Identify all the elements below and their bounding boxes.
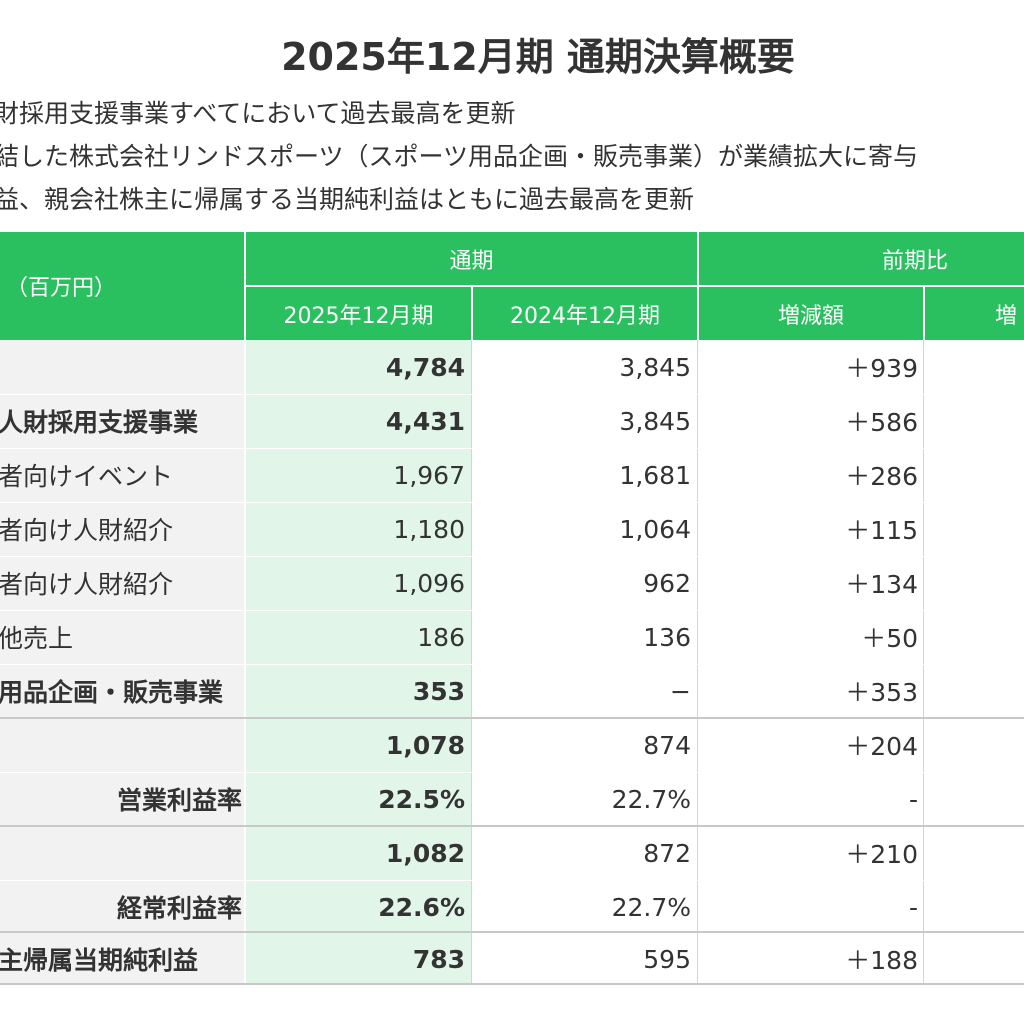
financial-summary-table: （百万円） 通期 前期比 2025年12月期 2024年12月期 増減額 増 4… [0,232,1024,985]
table-row: 1,082 872 ＋210 [0,826,1024,880]
difference-value: ＋134 [845,570,918,599]
table-row: 経常利益率 22.6% 22.7% - [0,880,1024,934]
row-label: 者向け人財紹介 [0,516,174,545]
rate-header: 増 [925,287,1024,340]
yoy-group-header: 前期比 [699,232,1024,285]
column-separator [923,340,924,985]
difference-value: - [908,892,918,922]
current-value: 186 [417,622,465,652]
previous-value: 872 [643,838,691,868]
difference-value: ＋204 [845,732,918,761]
row-label: 者向けイベント [0,462,174,491]
table-row: 4,784 3,845 ＋939 [0,340,1024,394]
row-separator [0,556,1024,557]
difference-value: ＋115 [845,516,918,545]
previous-value: − [670,676,691,706]
table-row: 人財採用支援事業 4,431 3,845 ＋586 [0,394,1024,448]
summary-bullets: 財採用支援事業すべてにおいて過去最高を更新 結した株式会社リンドスポーツ（スポー… [0,92,918,221]
table-row: 用品企画・販売事業 353 − ＋353 [0,664,1024,718]
current-value: 783 [412,944,465,974]
previous-value: 1,681 [619,460,691,490]
current-value: 22.6% [378,892,465,922]
row-label: 経常利益率 [116,894,242,923]
difference-value: ＋286 [845,462,918,491]
table-row: 営業利益率 22.5% 22.7% - [0,772,1024,826]
table-row: 他売上 186 136 ＋50 [0,610,1024,664]
current-value: 1,096 [393,568,465,598]
summary-bullet: 財採用支援事業すべてにおいて過去最高を更新 [0,99,516,128]
page-title: 2025年12月期 通期決算概要 [281,35,795,79]
current-value: 1,180 [393,514,465,544]
current-period-header: 2025年12月期 [246,287,471,340]
difference-value: ＋939 [845,354,918,383]
previous-value: 595 [643,944,691,974]
row-separator [0,502,1024,503]
previous-value: 874 [643,730,691,760]
table-row: 1,078 874 ＋204 [0,718,1024,772]
current-value: 1,082 [385,838,465,868]
table-row: 者向けイベント 1,967 1,681 ＋286 [0,448,1024,502]
table-bottom-border [0,983,1024,985]
row-label: 用品企画・販売事業 [0,678,224,707]
difference-value: ＋586 [845,408,918,437]
current-value: 4,431 [385,406,465,436]
row-separator [0,880,1024,881]
previous-period-header: 2024年12月期 [473,287,697,340]
previous-value: 22.7% [611,784,691,814]
difference-header: 増減額 [699,287,923,340]
summary-bullet: 益、親会社株主に帰属する当期純利益はともに過去最高を更新 [0,185,695,214]
previous-value: 962 [643,568,691,598]
row-separator [0,448,1024,449]
row-label: 人財採用支援事業 [0,408,199,437]
summary-bullet: 結した株式会社リンドスポーツ（スポーツ用品企画・販売事業）が業績拡大に寄与 [0,142,919,171]
section-separator [0,931,1024,933]
previous-value: 3,845 [619,352,691,382]
column-separator [471,340,472,985]
difference-value: ＋188 [845,946,918,975]
label-column-bg [0,340,244,985]
current-value: 22.5% [378,784,465,814]
row-label: 主帰属当期純利益 [0,946,199,975]
row-label [0,340,242,394]
previous-value: 136 [643,622,691,652]
section-separator [0,717,1024,719]
current-value: 1,967 [393,460,465,490]
column-separator [697,340,698,985]
section-separator [0,825,1024,827]
row-label: 他売上 [0,624,74,653]
row-separator [0,394,1024,395]
difference-value: ＋353 [845,678,918,707]
row-label [0,718,242,772]
row-label [0,826,242,880]
unit-label-header: （百万円） [0,232,244,340]
previous-value: 3,845 [619,406,691,436]
current-column-bg [246,340,471,985]
full-year-group-header: 通期 [246,232,697,285]
row-label: 営業利益率 [116,786,242,815]
row-separator [0,610,1024,611]
previous-value: 22.7% [611,892,691,922]
current-value: 353 [412,676,465,706]
difference-value: ＋50 [861,624,918,653]
row-separator [0,664,1024,665]
row-separator [0,772,1024,773]
row-label: 者向け人財紹介 [0,570,174,599]
table-row: 主帰属当期純利益 783 595 ＋188 [0,932,1024,986]
current-value: 4,784 [385,352,465,382]
table-row: 者向け人財紹介 1,096 962 ＋134 [0,556,1024,610]
table-row: 者向け人財紹介 1,180 1,064 ＋115 [0,502,1024,556]
current-value: 1,078 [385,730,465,760]
difference-value: - [908,784,918,814]
difference-value: ＋210 [845,840,918,869]
previous-value: 1,064 [619,514,691,544]
